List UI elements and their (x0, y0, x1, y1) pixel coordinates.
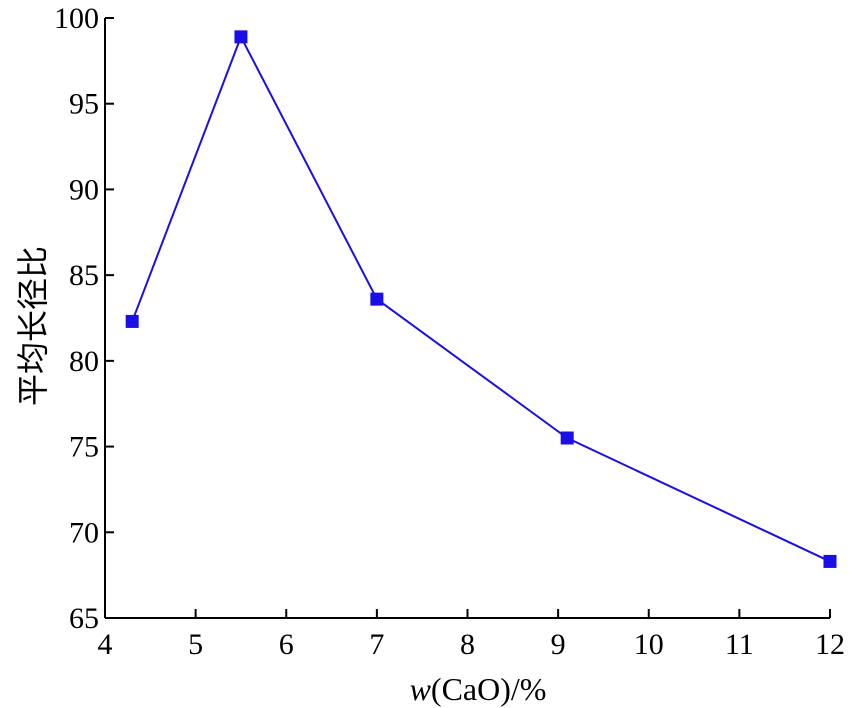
x-tick-label: 7 (369, 628, 384, 661)
x-tick-label: 10 (634, 628, 664, 661)
x-tick-label: 12 (815, 628, 845, 661)
series-line (131, 34, 831, 563)
data-series (125, 30, 837, 568)
x-tick-label: 9 (551, 628, 566, 661)
y-tick-label: 75 (69, 431, 99, 464)
x-axis-title: w(CaO)/% (410, 671, 547, 707)
y-axis-title: 平均长径比 (14, 246, 52, 406)
data-point-marker (125, 314, 139, 328)
y-tick-label: 100 (54, 2, 99, 35)
data-point-marker (234, 30, 248, 44)
y-tick-label: 90 (69, 173, 99, 206)
y-tick-label: 70 (69, 516, 99, 549)
x-tick-label: 6 (279, 628, 294, 661)
x-axis-title-variable: w (410, 671, 432, 707)
y-axis-ticks: 65 70 75 80 85 90 95 100 (54, 2, 114, 635)
y-tick-label: 65 (69, 602, 99, 635)
y-tick-label: 80 (69, 345, 99, 378)
x-axis-ticks: 4 5 6 7 8 9 10 11 12 (98, 609, 845, 661)
y-tick-label: 85 (69, 259, 99, 292)
y-tick-label: 95 (69, 88, 99, 121)
data-point-marker (560, 431, 574, 445)
x-tick-label: 5 (188, 628, 203, 661)
data-point-marker (370, 292, 384, 306)
x-tick-label: 11 (725, 628, 754, 661)
x-tick-label: 4 (98, 628, 113, 661)
data-point-marker (823, 554, 837, 568)
x-axis-title-unit: (CaO)/% (431, 671, 547, 707)
x-tick-label: 8 (460, 628, 475, 661)
